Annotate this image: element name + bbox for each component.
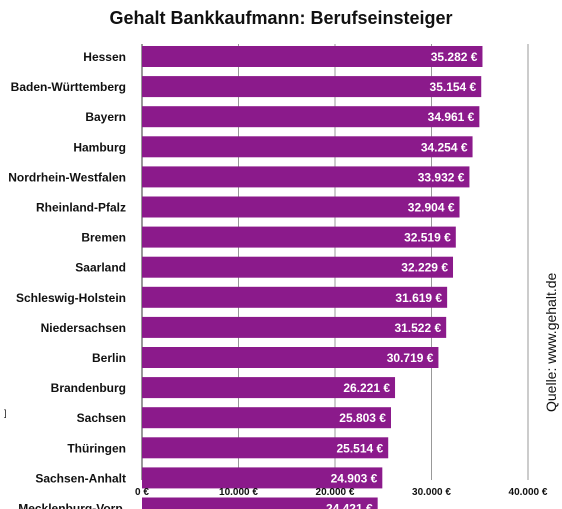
category-label: Saarland bbox=[75, 261, 126, 275]
x-tick-label: 30.000 € bbox=[412, 487, 451, 498]
bar bbox=[142, 316, 447, 338]
bar bbox=[142, 106, 480, 128]
data-label: 24.421 € bbox=[326, 502, 373, 509]
category-label: Mecklenburg-Vorp. bbox=[18, 502, 126, 509]
data-label: 35.282 € bbox=[431, 50, 478, 64]
data-label: 32.904 € bbox=[408, 201, 455, 215]
bar bbox=[142, 76, 482, 98]
category-label: Rheinland-Pfalz bbox=[36, 201, 126, 215]
data-label: 30.719 € bbox=[387, 351, 434, 365]
category-label: Brandenburg bbox=[51, 381, 126, 395]
bar bbox=[142, 136, 473, 158]
x-tick-label: 40.000 € bbox=[509, 487, 548, 498]
data-label: 31.619 € bbox=[395, 291, 442, 305]
bar bbox=[142, 166, 470, 188]
category-label: Hessen bbox=[83, 50, 126, 64]
category-label: Niedersachsen bbox=[41, 321, 126, 335]
data-label: 31.522 € bbox=[394, 321, 441, 335]
category-label: Schleswig-Holstein bbox=[16, 291, 126, 305]
bar bbox=[142, 467, 383, 489]
bar bbox=[142, 196, 460, 218]
category-label: Bremen bbox=[81, 231, 126, 245]
data-label: 25.803 € bbox=[339, 411, 386, 425]
bar bbox=[142, 407, 391, 429]
category-label: Hamburg bbox=[73, 140, 126, 154]
bar bbox=[142, 437, 389, 459]
bar bbox=[142, 286, 448, 308]
category-label: Sachsen-Anhalt bbox=[35, 471, 126, 485]
data-label: 35.154 € bbox=[430, 80, 477, 94]
data-label: 32.519 € bbox=[404, 231, 451, 245]
source-note: Quelle: www.gehalt.de bbox=[543, 272, 559, 412]
chart-title: Gehalt Bankkaufmann: Berufseinsteiger bbox=[109, 8, 453, 28]
category-label: Nordrhein-Westfalen bbox=[8, 170, 126, 184]
bar bbox=[142, 347, 439, 368]
category-label: Sachsen bbox=[77, 411, 126, 425]
bar bbox=[142, 226, 456, 248]
category-label: Bayern bbox=[85, 110, 126, 124]
category-label: Thüringen bbox=[67, 441, 126, 455]
data-label: 33.932 € bbox=[418, 170, 465, 184]
category-label: Baden-Württemberg bbox=[11, 80, 126, 94]
bar bbox=[142, 256, 454, 278]
data-label: 26.221 € bbox=[343, 381, 390, 395]
bar bbox=[142, 46, 483, 67]
x-tick-label: 0 € bbox=[135, 487, 149, 498]
stray-mark: ] bbox=[4, 408, 7, 418]
data-label: 25.514 € bbox=[336, 441, 383, 455]
category-label: Berlin bbox=[92, 351, 126, 365]
data-label: 24.903 € bbox=[331, 471, 378, 485]
data-label: 34.961 € bbox=[428, 110, 475, 124]
data-label: 32.229 € bbox=[401, 261, 448, 275]
x-tick-label: 20.000 € bbox=[316, 487, 355, 498]
x-tick-label: 10.000 € bbox=[219, 487, 258, 498]
bar bbox=[142, 377, 396, 399]
data-label: 34.254 € bbox=[421, 140, 468, 154]
bar bbox=[142, 497, 378, 509]
